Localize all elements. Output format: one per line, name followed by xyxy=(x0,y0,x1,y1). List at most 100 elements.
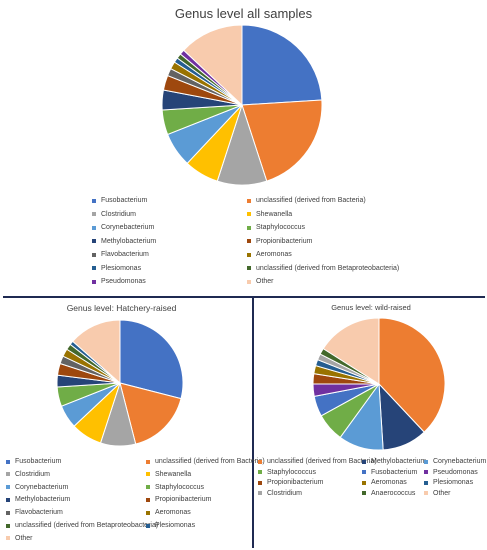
legend-swatch xyxy=(362,491,366,495)
legend-item-flavobacterium: Flavobacterium xyxy=(6,509,63,516)
legend-swatch xyxy=(92,212,96,216)
legend-swatch xyxy=(247,252,251,257)
pie-chart-wild-raised xyxy=(312,317,446,451)
legend-item-corynebacterium: Corynebacterium xyxy=(424,458,486,465)
legend-swatch xyxy=(92,266,96,270)
legend-item-plesiomonas: Plesiomonas xyxy=(92,265,141,272)
legend-swatch xyxy=(146,523,150,528)
legend-item-staphylococcus: Staphylococcus xyxy=(247,224,305,231)
legend-item-staphylococcus: Staphylococcus xyxy=(146,484,204,491)
legend-label: Fusobacterium xyxy=(101,197,148,204)
legend-swatch xyxy=(362,459,366,464)
legend-label: Anaerococcus xyxy=(371,489,416,497)
legend-swatch xyxy=(247,239,251,243)
pie-chart-hatchery-raised xyxy=(56,319,184,447)
legend-swatch xyxy=(6,523,10,528)
legend-item-aeromonas: Aeromonas xyxy=(146,509,191,516)
pie-slice-unclassified-derived-from-bacteria xyxy=(378,317,446,433)
legend-swatch xyxy=(146,497,150,502)
legend-label: Plesiomonas xyxy=(433,479,474,486)
legend-item-clostridium: Clostridium xyxy=(258,490,302,497)
legend-swatch xyxy=(92,239,96,243)
pie-slice-other xyxy=(182,24,243,107)
legend-item-unclassified-derived-from-bacteria: unclassified (derived from Bacteria) xyxy=(258,458,377,465)
legend-swatch xyxy=(424,491,428,495)
legend-item-unclassified-derived-from-betaproteobacteria: unclassified (derived from Betaproteobac… xyxy=(6,522,158,529)
legend-item-flavobacterium: Flavobacterium xyxy=(92,251,149,258)
legend-item-propionibacterium: Propionibacterium xyxy=(146,496,211,503)
legend-item-fusobacterium: Fusobacterium xyxy=(92,197,147,204)
chart-title-wild-raised: Genus level: wild-raised xyxy=(331,303,411,312)
legend-swatch xyxy=(258,459,262,464)
legend-label: Clostridium xyxy=(15,470,51,478)
legend-label: Methylobacterium xyxy=(15,496,71,504)
legend-item-other: Other xyxy=(247,278,274,285)
legend-label: Pseudomonas xyxy=(101,278,146,285)
legend-item-methylobacterium: Methylobacterium xyxy=(6,496,70,503)
legend-item-clostridium: Clostridium xyxy=(92,211,136,218)
pie-slice-fusobacterium xyxy=(241,24,323,106)
legend-swatch xyxy=(146,510,150,515)
legend-label: Propionibacterium xyxy=(155,496,212,504)
pie-slice-unclassified-derived-from-bacteria xyxy=(241,99,323,182)
legend-item-propionibacterium: Propionibacterium xyxy=(247,238,312,245)
legend-label: Staphylococcus xyxy=(267,468,317,476)
legend-item-pseudomonas: Pseudomonas xyxy=(424,469,478,476)
legend-swatch xyxy=(362,470,366,474)
legend-item-plesiomonas: Plesiomonas xyxy=(424,479,473,486)
legend-item-unclassified-derived-from-bacteria: unclassified (derived from Bacteria) xyxy=(247,197,366,204)
legend-swatch xyxy=(247,212,251,216)
legend-swatch xyxy=(6,472,10,477)
divider-vertical xyxy=(252,296,254,548)
legend-swatch xyxy=(92,252,96,257)
legend-label: Plesiomonas xyxy=(155,522,196,529)
pie-slice-other xyxy=(322,317,380,385)
legend-label: Shewanella xyxy=(256,210,293,218)
legend-swatch xyxy=(146,459,150,464)
legend-label: Other xyxy=(15,534,33,542)
legend-label: Flavobacterium xyxy=(15,509,63,517)
legend-swatch xyxy=(362,480,366,485)
legend-swatch xyxy=(6,497,10,502)
legend-item-other: Other xyxy=(424,490,451,497)
legend-label: Fusobacterium xyxy=(15,458,62,465)
legend-swatch xyxy=(247,198,251,203)
legend-all-samples: Fusobacterium unclassified (derived from … xyxy=(92,197,412,293)
legend-label: Corynebacterium xyxy=(433,458,487,465)
legend-label: Propionibacterium xyxy=(256,237,313,245)
legend-label: Shewanella xyxy=(155,470,192,478)
legend-label: Other xyxy=(433,489,451,497)
legend-label: Flavobacterium xyxy=(101,251,149,258)
chart-title-hatchery-raised: Genus level: Hatchery-raised xyxy=(66,303,177,313)
legend-swatch xyxy=(6,510,10,515)
legend-swatch xyxy=(424,470,428,474)
legend-wild-raised: unclassified (derived from Bacteria) Meth… xyxy=(258,458,486,508)
legend-swatch xyxy=(258,480,262,485)
legend-label: Methylobacterium xyxy=(371,458,427,465)
legend-label: Aeromonas xyxy=(256,251,292,258)
legend-label: Pseudomonas xyxy=(433,468,478,476)
legend-item-pseudomonas: Pseudomonas xyxy=(92,278,146,285)
divider-horizontal xyxy=(3,296,485,298)
legend-swatch xyxy=(424,459,428,464)
pie-chart-all-samples xyxy=(161,24,323,186)
legend-swatch xyxy=(6,536,10,541)
legend-item-fusobacterium: Fusobacterium xyxy=(362,469,417,476)
legend-swatch xyxy=(92,279,96,284)
legend-item-clostridium: Clostridium xyxy=(6,471,50,478)
legend-item-corynebacterium: Corynebacterium xyxy=(6,484,68,491)
legend-label: Clostridium xyxy=(101,210,137,218)
legend-swatch xyxy=(247,266,251,270)
legend-label: Methylobacterium xyxy=(101,237,157,245)
pie-slice-other xyxy=(72,319,121,385)
legend-label: Plesiomonas xyxy=(101,264,142,272)
legend-item-propionibacterium: Propionibacterium xyxy=(258,479,323,486)
legend-item-aeromonas: Aeromonas xyxy=(362,479,407,486)
legend-label: Clostridium xyxy=(267,489,303,497)
legend-item-plesiomonas: Plesiomonas xyxy=(146,522,195,529)
legend-item-staphylococcus: Staphylococcus xyxy=(258,469,316,476)
pie-slice-fusobacterium xyxy=(119,319,184,400)
legend-item-unclassified-derived-from-betaproteobacteria: unclassified (derived from Betaproteobac… xyxy=(247,265,399,272)
legend-label: Corynebacterium xyxy=(101,224,155,231)
legend-swatch xyxy=(6,459,10,464)
